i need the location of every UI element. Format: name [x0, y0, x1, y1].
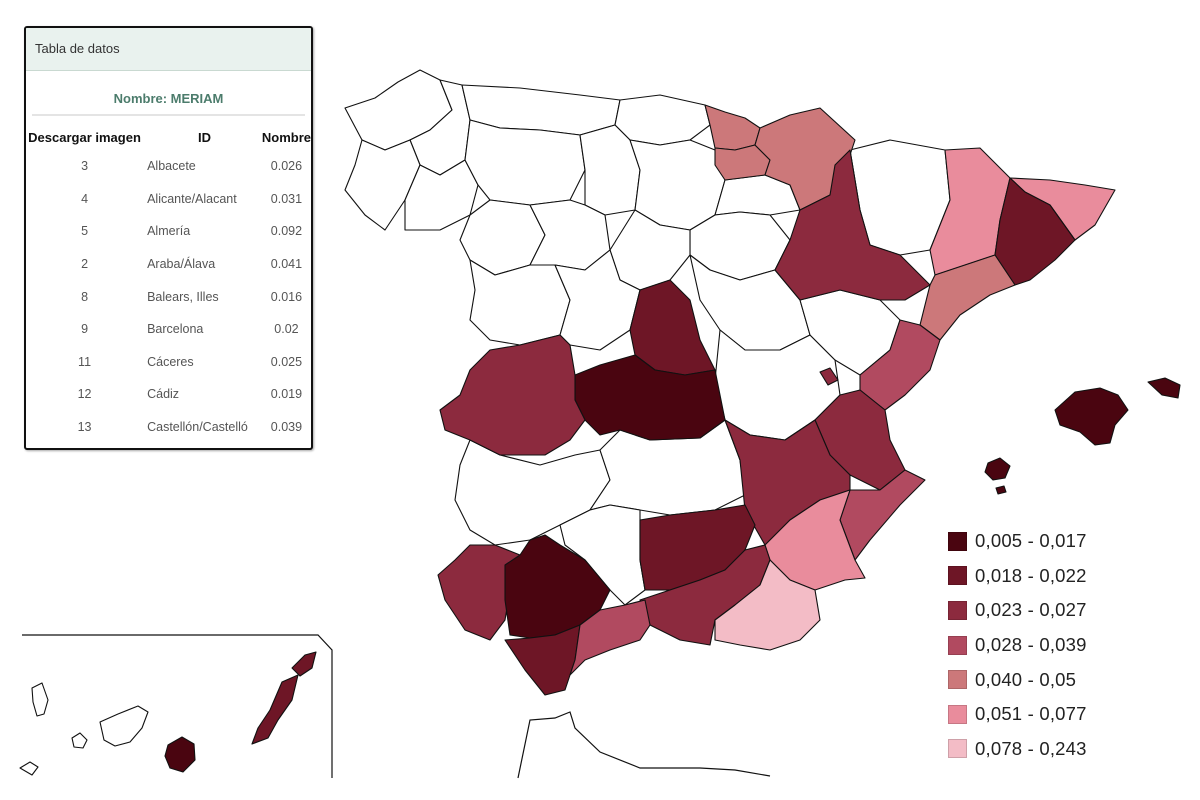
cell-id: 9 — [81, 322, 89, 337]
province-malaga[interactable] — [569, 599, 651, 676]
legend-label: 0,028 - 0,039 — [975, 634, 1087, 656]
cell-value: 0.026 — [270, 159, 303, 174]
legend-label: 0,023 - 0,027 — [975, 599, 1087, 621]
panel-header: Tabla de datos — [26, 28, 311, 71]
island-gran-canaria[interactable] — [164, 736, 196, 773]
province-almeria[interactable] — [714, 559, 821, 651]
map-legend: 0,005 - 0,017 0,018 - 0,022 0,023 - 0,02… — [948, 524, 1087, 766]
cell-id: 12 — [77, 387, 92, 402]
island-el-hierro[interactable] — [19, 761, 39, 776]
panel-subtitle: Nombre: MERIAM — [32, 91, 305, 116]
province-tarragona[interactable] — [919, 254, 1016, 341]
province-cantabria[interactable] — [614, 94, 711, 146]
cell-province: Barcelona — [147, 322, 204, 337]
cell-province: Almería — [147, 224, 191, 239]
legend-swatch — [948, 704, 967, 724]
island-la-palma[interactable] — [31, 682, 49, 717]
island-menorca[interactable] — [1147, 377, 1181, 399]
legend-swatch — [948, 531, 967, 551]
cell-value: 0.025 — [270, 354, 303, 369]
table-row: 5 Almería 0.092 — [26, 215, 311, 248]
column-header-id[interactable]: ID — [197, 129, 211, 145]
cell-value: 0.092 — [270, 224, 303, 239]
province-cuenca-east[interactable] — [819, 367, 839, 386]
island-formentera[interactable] — [995, 485, 1007, 495]
cell-value: 0.02 — [274, 322, 299, 337]
legend-item: 0,078 - 0,243 — [948, 732, 1087, 767]
legend-swatch — [948, 566, 967, 586]
cell-province: Araba/Álava — [147, 257, 216, 272]
cell-id: 3 — [81, 159, 89, 174]
province-galicia-west[interactable] — [344, 139, 421, 231]
island-la-gomera[interactable] — [71, 732, 88, 749]
cell-value: 0.016 — [270, 289, 303, 304]
table-row: 2 Araba/Álava 0.041 — [26, 248, 311, 281]
canary-inset — [19, 634, 333, 778]
cell-province: Alicante/Alacant — [147, 191, 237, 206]
cell-id: 11 — [78, 354, 92, 369]
cell-province: Castellón/Castelló — [147, 420, 248, 435]
table-header-row: Descargar imagen ID Nombre — [26, 124, 311, 150]
legend-item: 0,018 - 0,022 — [948, 559, 1087, 594]
legend-swatch — [948, 635, 967, 655]
island-mallorca[interactable] — [1054, 387, 1129, 446]
data-table: Descargar imagen ID Nombre 3 Albacete 0.… — [26, 124, 311, 443]
cell-id: 5 — [81, 224, 89, 239]
cell-value: 0.019 — [270, 387, 303, 402]
cell-id: 8 — [81, 289, 89, 304]
legend-label: 0,040 - 0,05 — [975, 668, 1077, 690]
table-row: 11 Cáceres 0.025 — [26, 346, 311, 379]
cell-value: 0.031 — [270, 191, 303, 206]
colored-provinces — [164, 104, 1181, 773]
cell-province: Albacete — [147, 159, 196, 174]
legend-label: 0,051 - 0,077 — [975, 703, 1087, 725]
table-row: 3 Albacete 0.026 — [26, 150, 311, 183]
cell-id: 4 — [81, 191, 89, 206]
column-header-download[interactable]: Descargar imagen — [28, 129, 141, 145]
province-toledo[interactable] — [574, 354, 726, 441]
island-tenerife[interactable] — [99, 705, 149, 747]
table-row: 13 Castellón/Castelló 0.039 — [26, 411, 311, 444]
province-sevilla[interactable] — [504, 534, 611, 639]
data-table-panel: Tabla de datos Nombre: MERIAM Descargar … — [24, 26, 313, 450]
island-lanzarote[interactable] — [291, 651, 317, 677]
no-data-provinces — [344, 69, 951, 606]
province-huelva[interactable] — [437, 544, 521, 641]
legend-item: 0,028 - 0,039 — [948, 628, 1087, 663]
canary-inset-frame — [22, 634, 333, 778]
legend-item: 0,005 - 0,017 — [948, 524, 1087, 559]
legend-item: 0,051 - 0,077 — [948, 697, 1087, 732]
island-fuerteventura[interactable] — [251, 674, 299, 745]
island-ibiza[interactable] — [984, 457, 1011, 481]
table-row: 8 Balears, Illes 0.016 — [26, 280, 311, 313]
legend-swatch — [948, 670, 967, 690]
cell-province: Cádiz — [147, 387, 180, 402]
ceuta-melilla-inset — [517, 711, 771, 779]
province-bizkaia[interactable] — [704, 104, 761, 151]
legend-swatch — [948, 739, 967, 759]
table-row: 9 Barcelona 0.02 — [26, 313, 311, 346]
legend-label: 0,005 - 0,017 — [975, 530, 1087, 552]
cell-province: Balears, Illes — [147, 289, 219, 304]
column-header-name[interactable]: Nombre — [261, 129, 311, 145]
cell-id: 2 — [81, 257, 89, 272]
province-caceres[interactable] — [439, 334, 586, 456]
province-castellon[interactable] — [859, 319, 941, 411]
legend-label: 0,018 - 0,022 — [975, 564, 1087, 586]
legend-swatch — [948, 600, 967, 620]
cell-province: Cáceres — [147, 354, 194, 369]
legend-item: 0,040 - 0,05 — [948, 662, 1087, 697]
legend-label: 0,078 - 0,243 — [975, 737, 1087, 759]
table-row: 12 Cádiz 0.019 — [26, 378, 311, 411]
table-row: 4 Alicante/Alacant 0.031 — [26, 183, 311, 216]
province-salamanca[interactable] — [469, 259, 571, 346]
cell-value: 0.039 — [270, 420, 303, 435]
cell-id: 13 — [77, 420, 92, 435]
cell-value: 0.041 — [270, 257, 303, 272]
legend-item: 0,023 - 0,027 — [948, 593, 1087, 628]
